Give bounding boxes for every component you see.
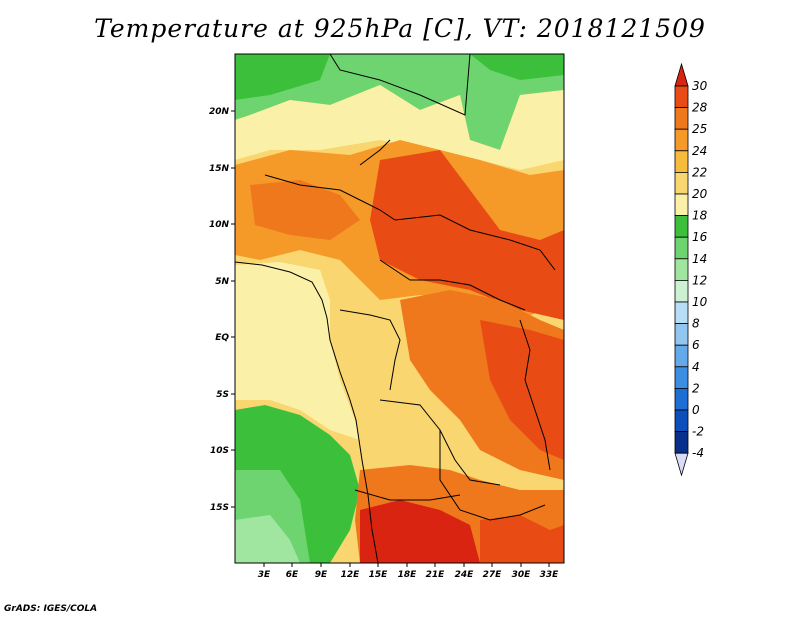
colorbar-segment [674, 236, 689, 260]
colorbar-label: 2 [692, 381, 700, 395]
field-northeast-darkgreen [470, 54, 564, 80]
colorbar-segment [674, 323, 689, 346]
lat-tick: 15N [209, 164, 230, 174]
border-central [394, 214, 556, 271]
coastline-west [235, 261, 379, 563]
field-central-hot [370, 150, 564, 320]
colorbar-label: -2 [692, 425, 704, 439]
colorbar-segment [674, 171, 689, 195]
colorbar-segment [674, 431, 689, 454]
lon-tick: 30E [512, 570, 532, 580]
colorbar-label: 4 [692, 360, 700, 374]
colorbar-segment [674, 107, 689, 130]
lon-tick: 9E [315, 570, 328, 580]
colorbar-segment [674, 128, 689, 152]
colorbar-label: 10 [692, 295, 708, 309]
colorbar-segment [674, 344, 689, 368]
colorbar-segment [674, 366, 689, 389]
field-west-hot [250, 180, 360, 240]
colorbar-segment [674, 387, 689, 411]
lat-axis: 20N 15N 10N 5N EQ 5S 10S 15S [209, 107, 235, 513]
colorbar-label: 30 [692, 79, 708, 93]
border-sahel-1 [264, 174, 396, 221]
colorbar-label: 12 [692, 273, 707, 287]
colorbar-label: 22 [692, 165, 707, 179]
lon-axis: 3E 6E 9E 12E 15E 18E 21E 24E 27E 30E 33E [258, 563, 559, 580]
borders-layer [235, 54, 556, 563]
colorbar-top-arrow [674, 62, 689, 87]
lon-tick: 27E [483, 570, 503, 580]
temperature-field [235, 54, 564, 563]
field-south-hottest [360, 500, 480, 563]
colorbar-segment [674, 258, 689, 281]
border-angola-south [354, 489, 461, 501]
lat-tick: 20N [209, 107, 230, 117]
colorbar-segment [674, 409, 689, 433]
colorbar-label: -4 [692, 446, 704, 460]
field-sahel-light [235, 85, 564, 170]
colorbar-segment [674, 301, 689, 325]
lon-tick: 6E [286, 570, 299, 580]
chart-title: Temperature at 925hPa [C], VT: 201812150… [94, 14, 706, 43]
colorbar-segment [674, 215, 689, 238]
border-zambia [439, 430, 546, 521]
colorbar-bottom-arrow [674, 452, 689, 477]
lat-tick: 10N [209, 220, 230, 230]
colorbar-label: 28 [692, 101, 708, 115]
colorbar-label: 8 [692, 317, 700, 331]
lat-tick: 15S [210, 503, 229, 513]
grads-credit: GrADS: IGES/COLA [4, 604, 98, 614]
colorbar-segment [674, 279, 689, 303]
lon-tick: 12E [341, 570, 361, 580]
lon-tick: 33E [540, 570, 560, 580]
lat-tick: 5N [215, 277, 229, 287]
lat-tick: 10S [210, 446, 229, 456]
border-drc-south [379, 399, 501, 486]
colorbar-segment [674, 85, 689, 109]
border-east [519, 319, 551, 471]
lon-tick: 24E [455, 570, 475, 580]
colorbar-label: 0 [692, 403, 700, 417]
map-frame [234, 53, 565, 564]
colorbar-label: 18 [692, 209, 708, 223]
lon-tick: 15E [369, 570, 389, 580]
lat-tick: 5S [216, 390, 229, 400]
field-sw-lightgreen [235, 515, 300, 563]
colorbar-label: 24 [692, 144, 707, 158]
lon-tick: 3E [258, 570, 271, 580]
border-chad-west [359, 139, 391, 166]
lat-tick: EQ [215, 333, 229, 343]
lon-tick: 21E [426, 570, 446, 580]
colorbar-label: 14 [692, 252, 707, 266]
field-ocean-light [235, 262, 360, 440]
colorbar-label: 20 [692, 187, 708, 201]
border-congo-west [339, 309, 401, 391]
colorbar-label: 16 [692, 230, 708, 244]
colorbar-label: 25 [692, 122, 707, 136]
colorbar-segment [674, 150, 689, 173]
border-north [329, 54, 471, 116]
colorbar-label: 6 [692, 338, 700, 352]
lon-tick: 18E [398, 570, 418, 580]
field-east-hot [480, 320, 564, 460]
field-northwest-darkgreen [235, 54, 330, 100]
field-southeast-hot [480, 515, 564, 563]
border-car-south [379, 259, 526, 311]
colorbar-segment [674, 193, 689, 217]
